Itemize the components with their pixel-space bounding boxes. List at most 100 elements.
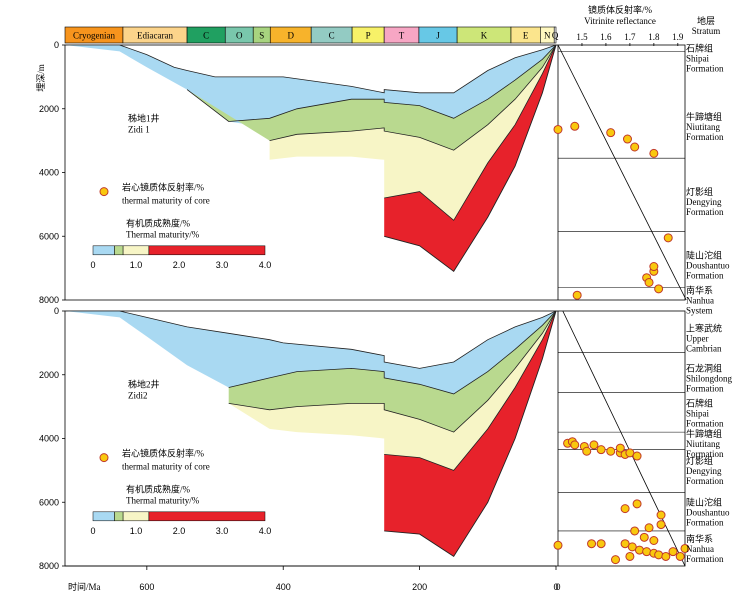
core-ro-point-11 (654, 284, 664, 294)
formation-name-cn-6: 南华系 (686, 533, 713, 544)
core-ro-point-6 (582, 446, 592, 456)
period-cell-13 (553, 26, 557, 44)
period-label-13: Q (552, 31, 559, 41)
legend-maturity-tick-4: 4.0 (259, 526, 272, 536)
maturity-zone-blue (65, 45, 556, 132)
maturity-zone-green (228, 311, 556, 433)
formation-name-cn-3: 牛蹄塘组 (686, 428, 722, 439)
legend-core-cn: 岩心镜质体反射率/% (122, 448, 205, 459)
depth-tick-label-2: 4000 (39, 168, 59, 178)
core-ro-point-16 (656, 510, 666, 520)
ro-tick-label-0: 1.5 (576, 32, 588, 42)
legend-maturity-tick-4: 4.0 (259, 260, 272, 270)
legend-core-cn: 岩心镜质体反射率/% (122, 182, 205, 193)
formation-name-cn-2: 灯影组 (686, 186, 713, 197)
formation-name-en-6-0: Nanhua (686, 544, 714, 554)
stratum-header-cn: 地层 (697, 15, 715, 26)
core-ro-point-3 (622, 134, 632, 144)
formation-name-en-2-1: Formation (686, 207, 724, 217)
formation-name-en-1-1: Formation (686, 132, 724, 142)
panel-frame (64, 310, 686, 567)
core-ro-point-12 (572, 290, 582, 300)
formation-name-en-2-1: Formation (686, 419, 724, 429)
legend-maturity-en: Thermal maturity/% (126, 230, 200, 240)
period-label-3: O (236, 31, 243, 41)
formation-name-cn-0: 上寒武统 (686, 323, 722, 334)
formation-name-cn-0: 石牌组 (686, 42, 713, 53)
core-ro-point-5 (649, 148, 659, 158)
time-tick-label-1: 400 (276, 582, 291, 592)
formation-name-en-0-0: Shipai (686, 53, 710, 63)
ro-tick-label-1: 1.6 (600, 32, 612, 42)
core-ro-point-17 (656, 520, 666, 530)
formation-name-cn-4: 南华系 (686, 285, 713, 296)
maturity-zone-green (187, 45, 556, 151)
formation-name-en-2-0: Shipai (686, 409, 710, 419)
ro-title-en: Vitrinite reflectance (584, 16, 656, 26)
core-ro-point-18 (644, 523, 654, 533)
formation-name-en-5-1: Formation (686, 517, 724, 527)
well-name-en: Zidi2 (128, 391, 148, 401)
geologic-time-scale: Cryogenian Ediacaran C O S D C P T J K E N Q (64, 26, 559, 44)
depth-tick-label-4: 8000 (39, 295, 59, 305)
legend-maturity-tick-0: 0 (90, 260, 95, 270)
core-ro-point-0 (553, 124, 563, 134)
core-ro-point-35 (675, 551, 685, 561)
burial-curve-2 (228, 310, 557, 433)
panel-frame (64, 44, 686, 301)
well-name-cn: 秭地1井 (128, 113, 160, 124)
time-tick-label-0: 600 (139, 582, 154, 592)
period-label-10: K (481, 31, 488, 41)
formation-name-en-6-1: Formation (686, 554, 724, 564)
legend-maturity-band-2 (122, 245, 150, 256)
core-ro-point-20 (639, 532, 649, 542)
ro-tick-label-2: 1.7 (624, 32, 636, 42)
core-ro-point-22 (620, 539, 630, 549)
core-ro-point-14 (620, 504, 630, 514)
core-ro-point-13 (615, 443, 625, 453)
legend-maturity-band-3 (148, 511, 266, 522)
core-ro-point-11 (625, 448, 635, 458)
legend-maturity-tick-2: 2.0 (173, 526, 186, 536)
formation-name-en-0-0: Upper (686, 334, 709, 344)
core-ro-point-4 (630, 142, 640, 152)
formation-name-en-3-0: Doushantuo (686, 261, 730, 271)
ro-tick-label-4: 1.9 (672, 32, 684, 42)
formation-name-en-0-1: Cambrian (686, 344, 722, 354)
formation-name-cn-3: 陡山沱组 (686, 250, 722, 261)
formation-name-en-0-1: Formation (686, 63, 724, 73)
depth-axis-label: 埋深/m (36, 64, 46, 92)
legend-maturity-tick-2: 2.0 (173, 260, 186, 270)
period-label-8: T (399, 31, 405, 41)
burial-curve-0 (65, 310, 557, 369)
legend-maturity-cn: 有机质成熟度/% (126, 484, 191, 495)
core-ro-point-28 (661, 551, 671, 561)
formation-name-en-4-1: System (686, 306, 713, 316)
legend-maturity-band-0 (92, 511, 115, 522)
legend-core-en: thermal maturity of core (122, 196, 210, 206)
ro-trend-line (562, 310, 686, 567)
formation-name-cn-5: 陡山沱组 (686, 496, 722, 507)
time-axis: 时间/Ma 600 400 200 00 (65, 565, 561, 592)
ro-tick-label-3: 1.8 (648, 32, 660, 42)
period-label-4: S (259, 31, 264, 41)
core-ro-point-19 (630, 526, 640, 536)
legend-maturity-band-1 (114, 511, 124, 522)
core-ro-point-3 (570, 440, 580, 450)
burial-curve-2 (269, 44, 557, 151)
formation-name-en-1-0: Shilongdong (686, 374, 733, 384)
ro-trend-line (557, 44, 687, 301)
period-label-5: D (287, 31, 294, 41)
legend-maturity-tick-0: 0 (90, 526, 95, 536)
burial-curve-base (384, 44, 557, 272)
formation-name-en-1-1: Formation (686, 384, 724, 394)
formation-name-en-3-1: Formation (686, 271, 724, 281)
legend-maturity-tick-3: 3.0 (216, 260, 229, 270)
period-label-12: N (544, 31, 551, 41)
depth-tick-label-0: 0 (54, 40, 59, 50)
legend-maturity-cn: 有机质成熟度/% (126, 218, 191, 229)
period-label-1: Ediacaran (137, 31, 173, 41)
formation-name-cn-1: 牛蹄塘组 (686, 111, 722, 122)
